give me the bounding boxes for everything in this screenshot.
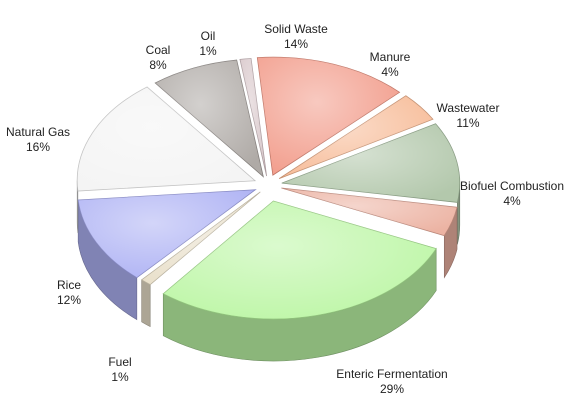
slice-label-oil: Oil 1% bbox=[199, 29, 217, 58]
slice-value: 16% bbox=[26, 140, 50, 154]
slice-value: 29% bbox=[380, 382, 404, 396]
slice-gloss-coal bbox=[155, 60, 264, 177]
slice-name: Coal bbox=[146, 43, 171, 57]
slice-name: Oil bbox=[201, 29, 216, 43]
slice-gloss-natural-gas bbox=[77, 87, 256, 192]
slice-gloss-oil bbox=[239, 58, 267, 177]
slice-label-manure: Manure 4% bbox=[370, 50, 411, 79]
slice-label-wastewater: Wastewater 11% bbox=[437, 101, 500, 130]
slice-label-coal: Coal 8% bbox=[146, 43, 171, 72]
slice-label-solid-waste: Solid Waste 14% bbox=[264, 22, 328, 51]
slice-value: 4% bbox=[503, 194, 521, 208]
slice-name: Enteric Fermentation bbox=[336, 367, 447, 381]
slice-value: 8% bbox=[149, 58, 167, 72]
slice-value: 12% bbox=[57, 293, 81, 307]
slice-gloss-wastewater bbox=[281, 123, 460, 203]
slice-name: Wastewater bbox=[437, 101, 500, 115]
slice-name: Rice bbox=[57, 278, 81, 292]
slice-name: Fuel bbox=[108, 355, 131, 369]
slice-side-fuel bbox=[141, 279, 151, 328]
slice-gloss-fuel bbox=[141, 191, 261, 285]
slice-name: Biofuel Combustion bbox=[460, 179, 564, 193]
slice-label-natural-gas: Natural Gas 16% bbox=[6, 125, 70, 154]
slice-value: 14% bbox=[284, 37, 308, 51]
slice-gloss-rice bbox=[78, 189, 256, 278]
slice-label-enteric-fermentation: Enteric Fermentation 29% bbox=[336, 367, 447, 396]
slice-label-rice: Rice 12% bbox=[57, 278, 81, 307]
slice-gloss-manure bbox=[279, 95, 433, 179]
slice-value: 1% bbox=[199, 44, 217, 58]
slice-value: 4% bbox=[381, 65, 399, 79]
slice-value: 1% bbox=[111, 370, 129, 384]
slice-name: Manure bbox=[370, 50, 411, 64]
slice-name: Natural Gas bbox=[6, 125, 70, 139]
slice-gloss-enteric-fermentation bbox=[163, 201, 437, 320]
slice-label-fuel: Fuel 1% bbox=[108, 355, 131, 384]
slice-gloss-biofuel-combustion bbox=[281, 187, 458, 236]
slice-label-biofuel-combustion: Biofuel Combustion 4% bbox=[460, 179, 564, 208]
slice-name: Solid Waste bbox=[264, 22, 328, 36]
slice-gloss-solid-waste bbox=[257, 57, 400, 176]
slice-value: 11% bbox=[456, 116, 479, 130]
